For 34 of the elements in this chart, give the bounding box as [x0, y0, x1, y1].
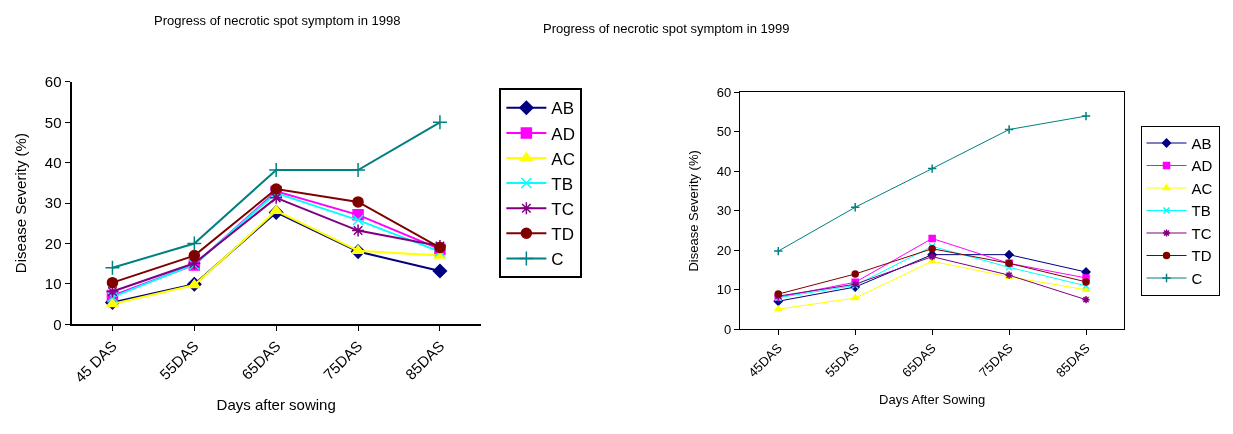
legend-label: AC: [551, 149, 575, 169]
y-tick-label: 40: [44, 153, 62, 171]
y-tick-label: 0: [53, 315, 62, 333]
legend-label: C: [551, 250, 564, 270]
legend-label: C: [1191, 269, 1203, 287]
legend-label: TC: [551, 199, 575, 219]
legend-label: AB: [551, 99, 575, 119]
y-tick-label: 30: [44, 194, 62, 212]
y-tick-label: 10: [716, 282, 732, 298]
legend-label: AD: [551, 124, 575, 144]
y-tick-label: 20: [44, 234, 62, 252]
legend-label: AB: [1191, 134, 1212, 152]
y-tick-label: 0: [723, 321, 732, 337]
legend-label: TC: [1191, 224, 1212, 242]
legend-label: TB: [551, 174, 574, 194]
legend-label: TD: [1191, 247, 1212, 265]
y-tick-label: 60: [44, 73, 62, 91]
legend-label: TD: [551, 224, 575, 244]
y-tick-label: 40: [716, 163, 732, 179]
legend-label: TB: [1191, 202, 1211, 220]
y-tick-label: 30: [716, 203, 732, 219]
y-tick-label: 10: [44, 275, 62, 293]
legend-label: AC: [1191, 179, 1213, 197]
x-axis-title: Days after sowing: [216, 396, 336, 414]
y-tick-label: 20: [716, 242, 732, 258]
legend-label: AD: [1191, 157, 1213, 175]
y-tick-label: 60: [716, 84, 732, 100]
y-tick-label: 50: [44, 113, 62, 131]
x-axis-title: Days After Sowing: [879, 391, 986, 407]
y-tick-label: 50: [716, 124, 732, 140]
y-axis-title: Disease Severity (%): [685, 150, 701, 272]
y-axis-title: Disease Severity (%): [11, 133, 29, 274]
chart-title: Progress of necrotic spot symptom in 1999: [543, 21, 790, 36]
chart-title: Progress of necrotic spot symptom in 1998: [154, 13, 401, 28]
